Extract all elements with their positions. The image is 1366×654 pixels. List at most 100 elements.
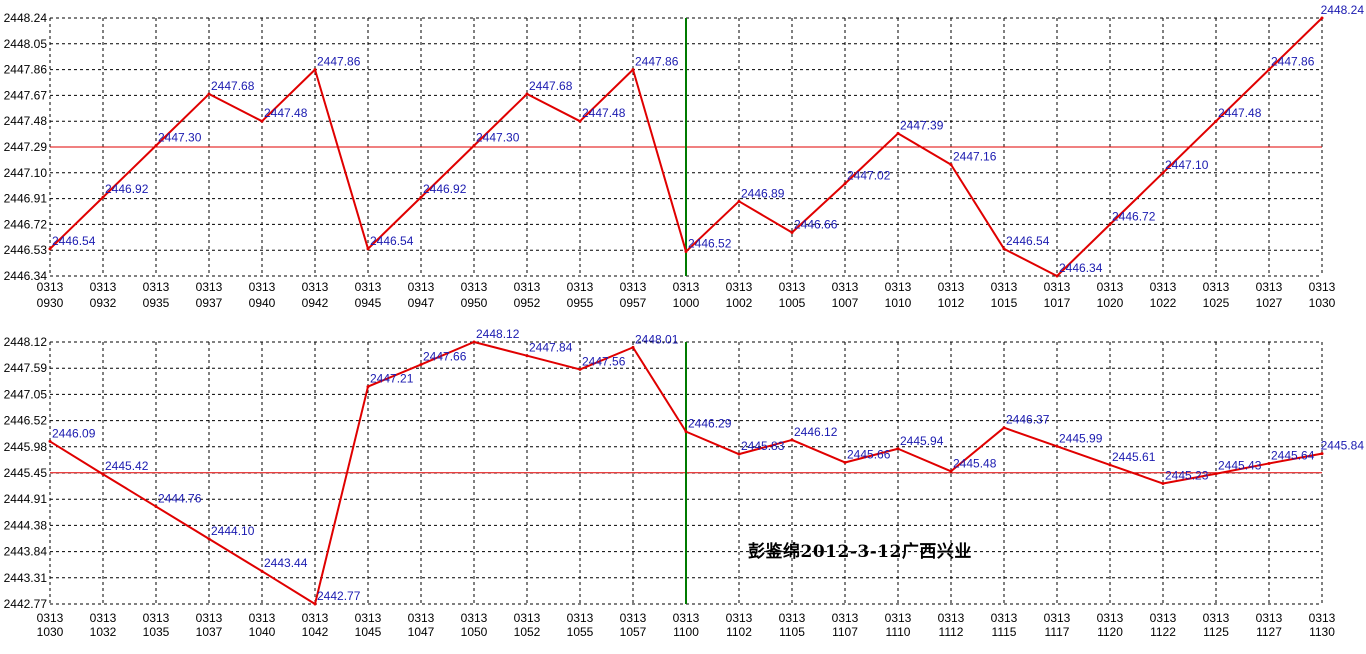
- data-point: [737, 452, 741, 456]
- x-tick-label-date: 0313: [408, 280, 435, 294]
- data-point: [366, 247, 370, 251]
- x-tick-label-time: 1057: [620, 625, 647, 639]
- x-tick-label-time: 1030: [1309, 296, 1336, 310]
- data-point: [1214, 472, 1218, 476]
- x-tick-label-time: 1010: [885, 296, 912, 310]
- x-tick-label-time: 1122: [1150, 625, 1176, 639]
- x-tick-label-date: 0313: [514, 611, 541, 625]
- data-label: 2446.09: [52, 426, 96, 440]
- series-line-segment: [49, 196, 104, 250]
- y-tick-label: 2445.98: [4, 440, 48, 454]
- data-point: [419, 363, 423, 367]
- x-tick-label-time: 1127: [1256, 625, 1282, 639]
- data-label: 2447.86: [317, 55, 361, 69]
- series-line-segment: [579, 346, 634, 371]
- series-line-segment: [950, 426, 1005, 473]
- data-label: 2447.86: [635, 55, 679, 69]
- x-tick-label-date: 0313: [1309, 611, 1336, 625]
- y-tick-label: 2448.24: [4, 11, 48, 25]
- series-line-segment: [314, 69, 369, 250]
- x-tick-label-date: 0313: [991, 280, 1018, 294]
- data-label: 2446.54: [52, 234, 96, 248]
- series-line-segment: [632, 346, 687, 433]
- data-point: [1108, 222, 1112, 226]
- series-line-segment: [314, 386, 369, 605]
- data-point: [1320, 452, 1324, 456]
- data-label: 2447.48: [264, 106, 308, 120]
- x-tick-label-time: 1110: [886, 625, 911, 639]
- series-line-segment: [738, 200, 793, 234]
- data-label: 2445.84: [1321, 439, 1365, 453]
- data-label: 2447.66: [423, 350, 467, 364]
- data-point: [684, 430, 688, 434]
- data-point: [1002, 247, 1006, 251]
- x-tick-label-time: 1050: [461, 625, 488, 639]
- x-tick-label-time: 1012: [938, 296, 965, 310]
- series-line-segment: [49, 440, 104, 476]
- series-line-segment: [1268, 17, 1323, 71]
- y-tick-label: 2444.38: [4, 518, 48, 532]
- data-label: 2446.92: [105, 182, 149, 196]
- series-line-segment: [1268, 452, 1323, 465]
- data-point: [1055, 444, 1059, 448]
- x-tick-label-time: 1130: [1309, 625, 1335, 639]
- series-line-segment: [155, 505, 210, 540]
- y-tick-label: 2447.05: [4, 387, 48, 401]
- series-line-segment: [1162, 120, 1217, 174]
- x-tick-label-date: 0313: [90, 611, 117, 625]
- x-tick-label-date: 0313: [408, 611, 435, 625]
- x-tick-label-date: 0313: [196, 611, 223, 625]
- data-point: [472, 144, 476, 148]
- x-tick-label-date: 0313: [355, 611, 382, 625]
- x-tick-label-time: 0945: [355, 296, 382, 310]
- x-tick-label-date: 0313: [885, 280, 912, 294]
- data-point: [472, 340, 476, 344]
- data-point: [896, 131, 900, 135]
- data-label: 2446.54: [370, 234, 414, 248]
- x-tick-label-time: 1017: [1044, 296, 1071, 310]
- data-point: [1161, 171, 1165, 175]
- y-tick-label: 2446.34: [4, 269, 48, 283]
- series-line-segment: [685, 200, 740, 253]
- series-line-segment: [897, 132, 952, 166]
- data-point: [949, 469, 953, 473]
- series-line-segment: [526, 354, 581, 371]
- data-label: 2444.76: [158, 492, 202, 506]
- data-label: 2447.48: [582, 106, 626, 120]
- data-point: [578, 367, 582, 371]
- data-label: 2447.68: [529, 79, 573, 93]
- x-tick-label-time: 1045: [355, 625, 382, 639]
- series-line-segment: [1162, 472, 1217, 485]
- x-tick-label-time: 0930: [37, 296, 64, 310]
- series-line-segment: [102, 473, 157, 508]
- x-tick-label-time: 1000: [673, 296, 700, 310]
- data-label: 2445.66: [847, 447, 891, 461]
- data-label: 2446.52: [688, 237, 732, 251]
- y-tick-label: 2446.53: [4, 243, 48, 257]
- data-label: 2445.61: [1112, 450, 1156, 464]
- chart-panel-1: 2448.24 2448.05 2447.86 2447.67 2447.48 2447.…: [4, 3, 1365, 310]
- x-tick-label-time: 0950: [461, 296, 488, 310]
- data-point: [1108, 463, 1112, 467]
- data-point: [525, 92, 529, 96]
- data-label: 2448.12: [476, 327, 520, 341]
- x-tick-label-time: 1042: [302, 625, 329, 639]
- x-tick-label-time: 0955: [567, 296, 594, 310]
- data-label: 2447.56: [582, 354, 626, 368]
- series-line-segment: [1056, 223, 1111, 277]
- chart-panel-2: 2448.12 2447.59 2447.05 2446.52 2445.98 2445.…: [4, 327, 1365, 639]
- y-tick-label: 2447.29: [4, 140, 48, 154]
- x-tick-label-time: 1040: [249, 625, 276, 639]
- data-label: 2446.34: [1059, 261, 1103, 275]
- x-tick-label-time: 1100: [673, 625, 699, 639]
- series-line-segment: [844, 132, 899, 185]
- x-tick-label-date: 0313: [938, 611, 965, 625]
- data-label: 2446.66: [794, 218, 838, 232]
- data-label: 2446.29: [688, 417, 732, 431]
- data-label: 2446.72: [1112, 209, 1156, 223]
- x-tick-label-time: 1055: [567, 625, 594, 639]
- data-point: [631, 345, 635, 349]
- data-point: [154, 144, 158, 148]
- x-tick-label-time: 1117: [1045, 625, 1070, 639]
